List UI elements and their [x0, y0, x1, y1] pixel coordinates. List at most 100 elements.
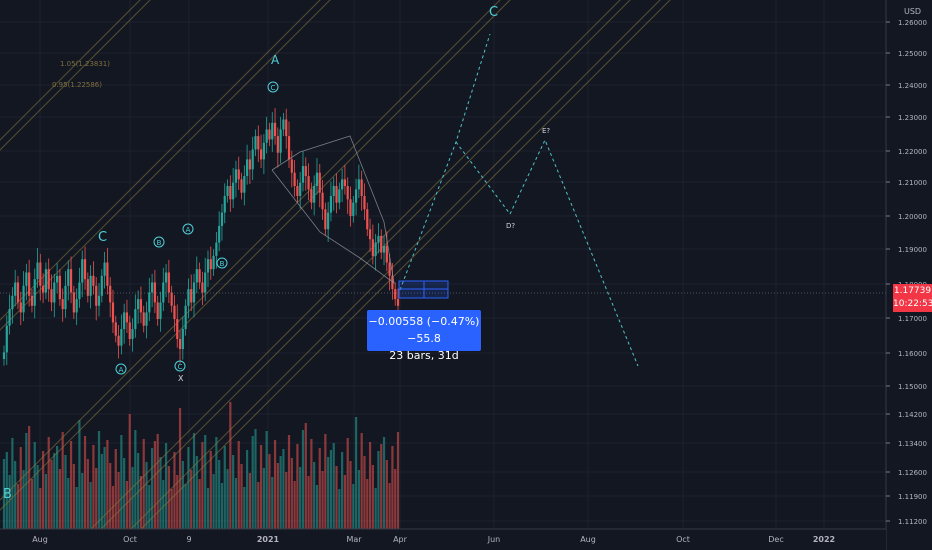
candle-body — [120, 329, 123, 346]
wave-label-b-left: B — [3, 487, 12, 502]
volume-bar — [44, 474, 48, 529]
candle-body — [36, 262, 39, 280]
candle-body — [53, 282, 56, 303]
volume-bar — [349, 461, 352, 529]
candle-body — [237, 169, 240, 180]
candle-body — [357, 179, 360, 190]
volume-bar — [271, 477, 274, 529]
volume-bar — [156, 434, 159, 529]
candle-body — [192, 282, 196, 303]
volume-bar — [36, 465, 39, 529]
candle-body — [346, 186, 349, 200]
time-axis-background — [0, 529, 886, 550]
channel-line[interactable] — [60, 0, 760, 550]
volume-bar — [125, 481, 129, 529]
candle-body — [195, 269, 198, 283]
time-axis-ticks: Aug Oct 9 2021 Mar Apr Jun Aug Oct Dec 2022 — [32, 535, 835, 544]
volume-bar — [262, 468, 265, 529]
volume-bar — [190, 470, 193, 529]
time-tick-label: Aug — [32, 535, 48, 544]
channel-line[interactable] — [100, 0, 800, 550]
circled-label-b-1: B — [153, 236, 165, 248]
candle-body — [327, 212, 330, 230]
wave-label-c-big: C — [489, 5, 498, 20]
candle-body — [198, 269, 201, 283]
measure-info-box[interactable]: −0.00558 (−0.47%) −55.8 23 bars, 31d — [367, 310, 481, 362]
channel-line[interactable] — [0, 0, 650, 550]
candle-body — [89, 275, 92, 296]
price-tick-label: 1.15000 — [898, 383, 927, 391]
candle-body — [251, 149, 254, 170]
volume-bar — [360, 433, 363, 529]
svg-text:A: A — [119, 366, 124, 374]
candle-body — [240, 179, 243, 193]
channel-line[interactable] — [0, 0, 640, 550]
volume-bar — [223, 446, 226, 529]
volume-bar — [123, 458, 126, 529]
candle-body — [150, 282, 154, 293]
price-tick-label: 1.14200 — [898, 411, 927, 419]
price-tick-label: 1.23000 — [898, 114, 927, 122]
svg-text:B: B — [157, 239, 162, 247]
channel-line[interactable] — [0, 0, 470, 520]
volume-bar — [53, 453, 56, 529]
candle-body — [380, 235, 383, 253]
volume-bar — [220, 483, 224, 529]
candle-body — [220, 212, 224, 226]
volume-bar — [232, 455, 235, 529]
candle-body — [388, 262, 391, 276]
candle-body — [321, 192, 324, 210]
volume-bar — [128, 414, 131, 529]
wave-label-e: E? — [542, 127, 550, 135]
candle-body — [170, 292, 173, 306]
volume-bar — [343, 475, 347, 529]
volume-bar — [176, 475, 179, 529]
channel-line[interactable] — [70, 0, 770, 550]
fib-label-2: 0.95(1.22586) — [52, 81, 102, 89]
candle-body — [382, 245, 386, 253]
volume-bar — [234, 478, 238, 529]
volume-bar — [279, 456, 282, 529]
candle-body — [187, 289, 190, 306]
volume-bar — [315, 485, 319, 529]
time-tick-label: 2022 — [813, 535, 835, 544]
volume-bar — [97, 431, 101, 529]
candle-body — [111, 302, 115, 323]
candle-body — [368, 229, 372, 240]
circled-label-b-2: B — [216, 257, 228, 269]
volume-bar — [30, 479, 34, 529]
volume-bar — [335, 466, 338, 529]
volume-bar — [72, 464, 75, 529]
projection-path-de[interactable] — [455, 138, 639, 367]
volume-bar — [114, 449, 117, 529]
candle-body — [78, 282, 81, 300]
candle-body — [69, 269, 73, 293]
volume-bar — [100, 454, 103, 529]
candle-body — [366, 209, 369, 230]
candle-body — [64, 285, 67, 310]
volume-bar — [374, 488, 377, 529]
volume-bar — [268, 454, 271, 529]
wedge-pattern[interactable] — [271, 135, 395, 284]
candle-body — [25, 272, 28, 286]
volume-bar — [187, 447, 190, 529]
channel-line[interactable] — [0, 0, 480, 520]
candle-body — [86, 279, 89, 296]
channel-line[interactable] — [110, 0, 810, 550]
volume-bar — [341, 452, 344, 529]
price-tick-label: 1.11200 — [898, 518, 927, 526]
candle-body — [341, 179, 344, 190]
candle-body — [243, 176, 246, 193]
candle-body — [293, 172, 296, 187]
candle-body — [16, 282, 20, 303]
volume-bar — [338, 489, 341, 529]
candle-body — [301, 166, 305, 183]
volume-bar — [318, 448, 321, 529]
candle-body — [259, 149, 263, 160]
candle-body — [287, 136, 291, 160]
volume-bar — [237, 441, 240, 529]
volume-bar — [162, 480, 165, 529]
svg-text:A: A — [186, 226, 191, 234]
